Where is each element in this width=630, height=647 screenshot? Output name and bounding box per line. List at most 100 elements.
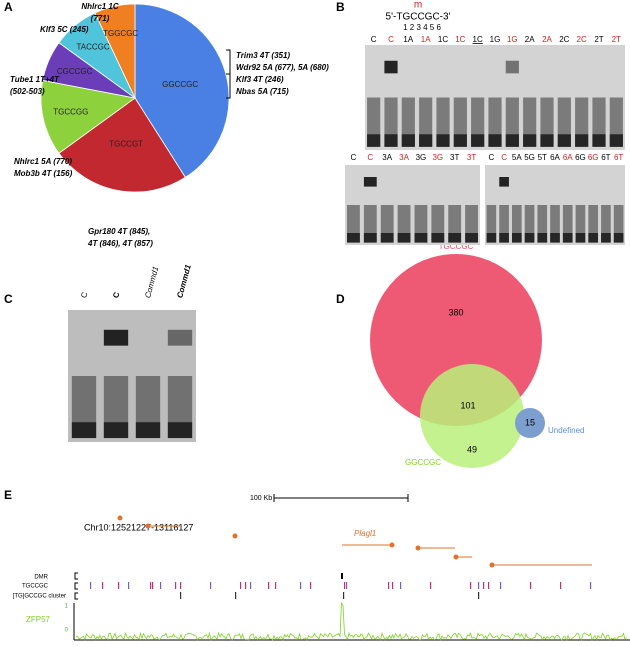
lane-label: 5G (524, 153, 535, 162)
annotation: Mob3b 4T (156) (14, 169, 73, 178)
gel-free-probe (471, 134, 485, 147)
gel-free-probe (488, 134, 502, 147)
gel-free-probe (367, 134, 381, 147)
lane-label: 3T (467, 153, 476, 162)
lane-label: C (111, 291, 121, 299)
gel-band (499, 177, 509, 187)
track-label: TGCCGC (22, 584, 49, 590)
axis-label: 1 (65, 604, 69, 610)
gene-model (145, 523, 151, 529)
track-bracket (74, 582, 78, 590)
motif-tick (300, 582, 302, 589)
gel-free-probe (505, 134, 519, 147)
panel-letter: D (336, 292, 345, 306)
gel-smear (601, 205, 611, 243)
lane-label: 2T (612, 35, 621, 44)
gel-free-probe (540, 134, 554, 147)
venn-count: 49 (467, 444, 477, 454)
motif-tick (483, 582, 485, 589)
lane-label: 3A (382, 153, 392, 162)
motif-tick (118, 582, 120, 589)
pie-slice (40, 79, 136, 154)
motif-tick (500, 582, 502, 589)
lane-label: 3G (416, 153, 427, 162)
lane-label: 1C (455, 35, 465, 44)
gel-smear (575, 205, 586, 243)
lane-label: 1G (507, 35, 518, 44)
lane-label: 5A (512, 153, 522, 162)
venn-label: TGCCGC (439, 242, 474, 251)
gel-smear (537, 205, 548, 243)
motif-tick (470, 582, 472, 589)
methyl-mark: m (414, 0, 422, 11)
panel-letter: C (4, 292, 13, 306)
dmr (341, 573, 343, 579)
gel-free-probe (419, 134, 433, 147)
gel-smear (588, 205, 599, 243)
annotation: 4T (846), 4T (857) (87, 239, 153, 248)
lane-label: 5T (538, 153, 547, 162)
annotation: Nhlrc1 1C (81, 2, 119, 11)
track-label: DMR (34, 575, 48, 581)
motif-tick (275, 582, 277, 589)
lane-label: C (501, 153, 507, 162)
gel-free-probe (609, 134, 623, 147)
gel-band (103, 329, 129, 346)
motif-tick (250, 582, 252, 589)
gel-free-probe (601, 233, 611, 243)
lane-label: 6T (601, 153, 610, 162)
motif-tick (152, 582, 154, 589)
lane-label: 1C (473, 35, 483, 44)
lane-label: 2T (594, 35, 603, 44)
gel-free-probe (448, 233, 462, 243)
gel-free-probe (135, 422, 161, 439)
venn-label: GGCCGC (405, 458, 441, 467)
motif-tick (240, 582, 242, 589)
annotation: Nbas 5A (715) (236, 87, 289, 96)
lane-label: 2A (525, 35, 535, 44)
motif-tick (175, 582, 177, 589)
lane-label: Commd1 (175, 263, 193, 299)
venn-label: Undefined (548, 426, 584, 435)
motif-tick (560, 582, 562, 589)
venn-count: 380 (448, 307, 463, 317)
motif-tick (102, 582, 104, 589)
gel-free-probe (436, 134, 450, 147)
gel-free-probe (557, 134, 571, 147)
axis-label: 0 (65, 628, 69, 634)
annotation: Wdr92 5A (677), 5A (680) (236, 63, 329, 72)
gel-free-probe (380, 233, 394, 243)
lane-label: 6A (550, 153, 560, 162)
motif-tick (128, 582, 130, 589)
lane-label: Commd1 (143, 265, 160, 299)
motif-tick (245, 582, 247, 589)
gel-free-probe (537, 233, 548, 243)
annotation: Gpr180 4T (845), (88, 227, 150, 236)
gel-band (384, 60, 398, 74)
motif-tick (392, 582, 394, 589)
gel-free-probe (550, 233, 560, 243)
gel-free-probe (347, 233, 360, 243)
lane-label: 3T (450, 153, 459, 162)
gel-free-probe (524, 233, 535, 243)
motif-tick (346, 582, 348, 589)
venn-count: 101 (460, 400, 475, 410)
gel-free-probe (384, 134, 398, 147)
panel-letter: B (336, 0, 345, 14)
lane-label: C (79, 291, 89, 299)
gel-smear (524, 205, 535, 243)
lane-label: 2A (542, 35, 552, 44)
lane-label: C (488, 153, 494, 162)
probe-positions: 1 2 3 4 5 6 (403, 23, 441, 32)
venn-count: 15 (525, 417, 535, 427)
gel-free-probe (523, 134, 537, 147)
gel-free-probe (592, 134, 606, 147)
gel-free-probe (167, 422, 193, 439)
cluster-tick (180, 592, 182, 599)
lane-label: 1C (438, 35, 448, 44)
venn-set2 (420, 364, 524, 468)
gel-smear (613, 205, 624, 243)
annotation: (502-503) (10, 87, 45, 96)
